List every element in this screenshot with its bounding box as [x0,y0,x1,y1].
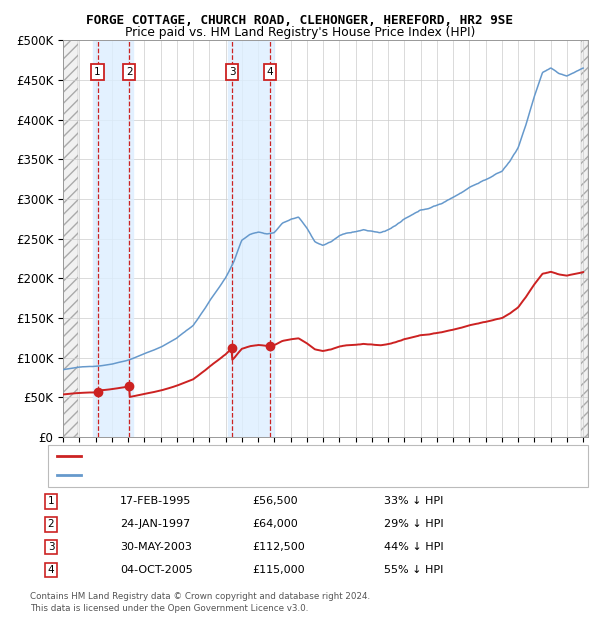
Text: £115,000: £115,000 [252,565,305,575]
Text: 04-OCT-2005: 04-OCT-2005 [120,565,193,575]
Text: 44% ↓ HPI: 44% ↓ HPI [384,542,443,552]
Text: Price paid vs. HM Land Registry's House Price Index (HPI): Price paid vs. HM Land Registry's House … [125,26,475,39]
Text: 33% ↓ HPI: 33% ↓ HPI [384,496,443,507]
Text: 1: 1 [47,496,55,507]
Text: 2: 2 [126,67,133,77]
Text: 29% ↓ HPI: 29% ↓ HPI [384,519,443,529]
Text: 2: 2 [47,519,55,529]
Text: 55% ↓ HPI: 55% ↓ HPI [384,565,443,575]
Text: 24-JAN-1997: 24-JAN-1997 [120,519,190,529]
Text: 4: 4 [267,67,274,77]
Bar [63,40,79,437]
Bar [94,40,133,437]
Text: FORGE COTTAGE, CHURCH ROAD, CLEHONGER, HEREFORD, HR2 9SE (detached house): FORGE COTTAGE, CHURCH ROAD, CLEHONGER, H… [87,451,514,461]
Text: 3: 3 [47,542,55,552]
Text: This data is licensed under the Open Government Licence v3.0.: This data is licensed under the Open Gov… [30,603,308,613]
Text: 17-FEB-1995: 17-FEB-1995 [120,496,191,507]
Text: £56,500: £56,500 [252,496,298,507]
Text: 1: 1 [94,67,101,77]
Text: 4: 4 [47,565,55,575]
Text: FORGE COTTAGE, CHURCH ROAD, CLEHONGER, HEREFORD, HR2 9SE: FORGE COTTAGE, CHURCH ROAD, CLEHONGER, H… [86,14,514,27]
Bar [228,40,274,437]
Bar [581,40,588,437]
Bar [581,40,588,437]
Text: 30-MAY-2003: 30-MAY-2003 [120,542,192,552]
Text: Contains HM Land Registry data © Crown copyright and database right 2024.: Contains HM Land Registry data © Crown c… [30,592,370,601]
Text: £112,500: £112,500 [252,542,305,552]
Bar [63,40,79,437]
Text: HPI: Average price, detached house, Herefordshire: HPI: Average price, detached house, Here… [87,470,334,480]
Text: £64,000: £64,000 [252,519,298,529]
Text: 3: 3 [229,67,236,77]
